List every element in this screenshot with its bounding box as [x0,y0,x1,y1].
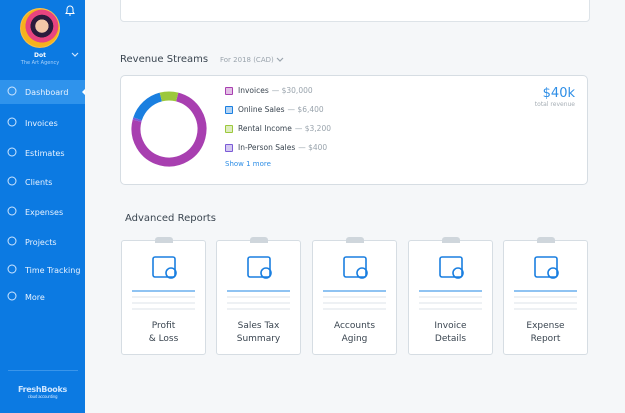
report-card[interactable]: Profit & Loss [121,237,206,355]
legend-item: Online Sales — $6,400 [225,105,324,114]
legend-item: Rental Income — $3,200 [225,124,331,133]
sidebar-item-label: Estimates [25,148,65,158]
period-dropdown[interactable]: For 2018 (CAD) [220,56,284,64]
donut-slice-0 [131,92,207,167]
stream-icon [225,124,233,133]
report-label: Expense Report [526,321,565,344]
report-label: Sales Tax Summary [236,321,281,344]
report-label: Profit & Loss [148,321,179,344]
donut-slice-2 [159,91,179,102]
period-label: For 2018 (CAD) [220,56,274,64]
logo-text: FreshBooks [18,385,67,394]
sidebar-item-time-tracking[interactable]: Time Tracking [0,258,85,282]
sidebar-item-label: Invoices [25,118,58,128]
report-card[interactable]: Invoice Details [408,237,493,355]
sidebar-item-label: More [25,292,45,302]
donut-slice-3 [132,117,142,122]
user-org: The Art Agency [20,60,60,66]
stream-amount: — $400 [298,143,328,152]
stream-label: In-Person Sales [238,143,296,152]
stream-label: Online Sales [238,105,285,114]
legend-item: Invoices — $30,000 [225,86,313,95]
report-card[interactable]: Accounts Aging [312,237,397,355]
cloud-icon [0,145,25,161]
show-more-link[interactable]: Show 1 more [225,160,271,168]
pizza-icon [0,204,25,220]
report-label: Invoice Details [434,321,467,344]
sidebar-item-more[interactable]: More [0,285,85,309]
stream-amount: — $6,400 [287,105,324,114]
placeholder-lines [323,290,386,314]
revenue-title: Revenue Streams [120,54,209,65]
sidebar-item-label: Expenses [25,207,64,217]
sidebar: Dot The Art Agency Dashboard Invoices Esti… [0,0,85,413]
donut-slice-1 [133,92,163,121]
bell-icon[interactable] [64,4,76,17]
revenue-card: Invoices — $30,000 Online Sales — $6,400 Ren… [120,75,588,185]
clip-icon [346,237,364,243]
report-card[interactable]: Sales Tax Summary [216,237,301,355]
dots-icon [0,289,25,305]
placeholder-lines [227,290,290,314]
stream-label: Rental Income [238,124,292,133]
total-label: total revenue [534,101,575,108]
sidebar-item-projects[interactable]: Projects [0,230,85,254]
clip-icon [155,237,173,243]
top-card [120,0,590,22]
sidebar-item-dashboard[interactable]: Dashboard [0,80,85,104]
laptop-icon [0,174,25,190]
legend-item: In-Person Sales — $400 [225,143,327,152]
total-revenue: $40k total revenue [535,86,575,108]
reports-title: Advanced Reports [125,213,216,224]
sidebar-item-label: Time Tracking [25,265,81,275]
stream-icon [225,105,233,114]
stream-icon [225,86,233,95]
stream-amount: — $30,000 [271,86,313,95]
placeholder-lines [514,290,577,314]
user-name: Dot [34,52,46,59]
stream-icon [225,143,233,152]
sidebar-item-label: Projects [25,237,57,247]
sidebar-item-invoices[interactable]: Invoices [0,111,85,135]
revenue-donut [131,91,207,167]
total-value: $40k [542,86,575,101]
placeholder-lines [132,290,195,314]
clip-icon [537,237,555,243]
report-card[interactable]: Expense Report [503,237,588,355]
sidebar-item-expenses[interactable]: Expenses [0,200,85,224]
stopwatch-icon [0,262,25,278]
clip-icon [442,237,460,243]
avatar[interactable] [20,8,60,48]
stream-label: Invoices [238,86,269,95]
sidebar-item-clients[interactable]: Clients [0,170,85,194]
divider [8,370,78,371]
placeholder-lines [419,290,482,314]
chevron-down-icon [276,57,284,62]
invoice-icon [0,115,25,131]
report-label: Accounts Aging [333,321,376,344]
clip-icon [250,237,268,243]
sidebar-item-estimates[interactable]: Estimates [0,141,85,165]
freshbooks-logo: FreshBooks cloud accounting [18,385,67,399]
sidebar-item-label: Dashboard [25,87,69,97]
logo-tagline: cloud accounting [27,394,58,399]
stream-amount: — $3,200 [294,124,331,133]
sun-icon [0,84,25,100]
sidebar-item-label: Clients [25,177,53,187]
flask-icon [0,234,25,250]
chevron-down-icon[interactable] [71,52,79,58]
